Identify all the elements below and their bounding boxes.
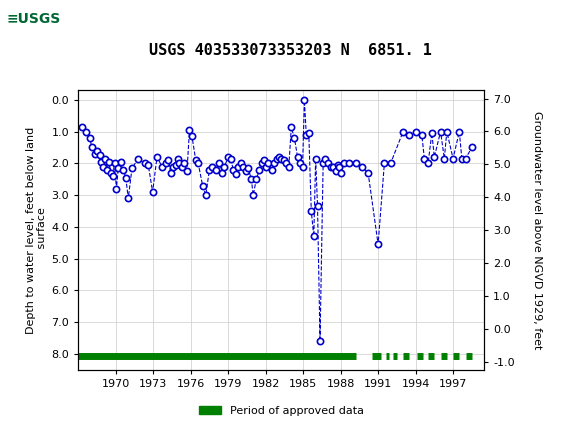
Y-axis label: Groundwater level above NGVD 1929, feet: Groundwater level above NGVD 1929, feet xyxy=(532,111,542,349)
Text: USGS 403533073353203 N  6851. 1: USGS 403533073353203 N 6851. 1 xyxy=(148,43,432,58)
Y-axis label: Depth to water level, feet below land
 surface: Depth to water level, feet below land su… xyxy=(26,126,48,334)
Text: ≡USGS: ≡USGS xyxy=(7,12,61,25)
Legend: Period of approved data: Period of approved data xyxy=(194,401,368,420)
Bar xyxy=(6,4,64,35)
